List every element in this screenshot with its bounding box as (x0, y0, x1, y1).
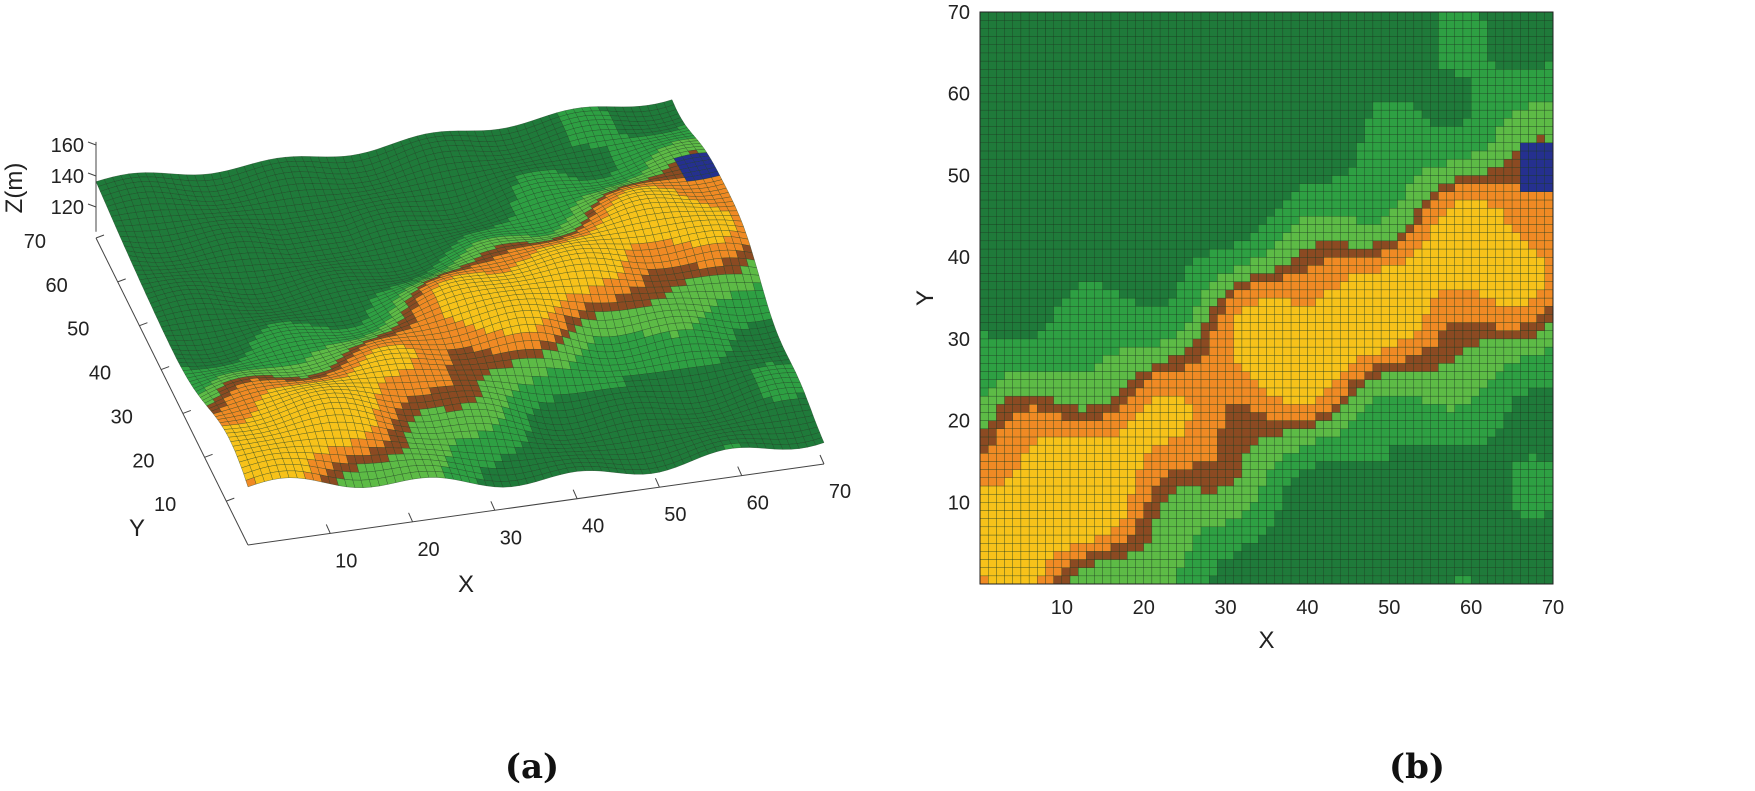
y-tick-mark (160, 366, 170, 371)
y-tick-mark (182, 409, 192, 414)
heatmap-cell (1061, 575, 1071, 585)
heatmap-cell (979, 575, 989, 585)
heatmap-cell (1192, 575, 1202, 585)
heatmap-cell (1217, 575, 1226, 585)
heatmap-cell (1307, 575, 1316, 585)
y-tick-mark (226, 497, 235, 502)
heatmap-cell (1151, 575, 1161, 585)
heatmap-cell (1405, 575, 1415, 585)
surface-mesh (95, 99, 825, 488)
heatmap-cell (1176, 575, 1185, 585)
heatmap-cell (1274, 575, 1284, 585)
z-tick-label: 120 (51, 197, 84, 219)
heatmap-cell (1159, 575, 1169, 585)
z-tick-mark (87, 172, 97, 177)
y-tick-label: 20 (132, 450, 154, 472)
z-tick-mark (87, 203, 97, 208)
x-tick-label: 10 (335, 550, 357, 572)
heatmap-cell (1200, 575, 1210, 585)
heatmap-cell (1397, 575, 1406, 585)
heatmap-cell (1094, 575, 1104, 585)
x-tick-label: 50 (664, 504, 686, 526)
heatmap-cell (988, 575, 997, 585)
y-tick-label: 70 (24, 231, 46, 253)
x-tick-mark (572, 489, 578, 499)
x-tick-mark (490, 501, 496, 511)
heatmap-cell (1004, 575, 1013, 585)
heatmap-cell (1389, 575, 1398, 585)
y-tick-label: 60 (45, 275, 67, 297)
y-tick-label: 10 (154, 494, 176, 516)
x-tick-mark (654, 477, 660, 488)
heatmap-cell (1225, 575, 1234, 585)
heatmap-cell (996, 575, 1005, 585)
x-tick-mark (408, 512, 414, 523)
x-tick-label: 70 (829, 481, 851, 503)
heatmap-cell (1282, 575, 1292, 585)
heatmap-cell (1045, 575, 1054, 585)
z-axis-label: Z(m) (1, 163, 28, 214)
heatmap-cell (1168, 575, 1177, 585)
heatmap-cell (1413, 575, 1423, 585)
heatmap-cell (1241, 575, 1251, 585)
z-tick-mark (87, 141, 97, 146)
heatmap-cell (1118, 575, 1128, 585)
heatmap-cell (1127, 575, 1136, 585)
x-tick-label: 60 (747, 493, 769, 515)
heatmap-cell (1249, 575, 1259, 585)
heatmap-cell (1012, 575, 1022, 585)
x-tick-label: 30 (500, 527, 522, 549)
y-tick-mark (117, 278, 126, 283)
y-axis-label: Y (129, 515, 145, 542)
heatmap-cell (1348, 575, 1357, 585)
surface-facet (724, 201, 736, 207)
heatmap-cell (1356, 575, 1365, 585)
x-tick-label: 40 (582, 516, 604, 538)
y-tick-label: 50 (67, 319, 89, 341)
heatmap-cell (1069, 575, 1079, 585)
x-tick-label: 20 (417, 539, 439, 561)
heatmap-cell (1037, 575, 1046, 585)
heatmap-cell (1266, 575, 1275, 585)
x-tick-mark (325, 524, 331, 534)
heatmap-cell (1135, 575, 1144, 585)
heatmap-cell (1233, 575, 1243, 585)
heatmap-cell (1315, 575, 1325, 585)
heatmap-cell (1086, 575, 1095, 585)
z-tick-label: 160 (51, 135, 84, 157)
heatmap-cell (1053, 575, 1063, 585)
heatmap-cell (1339, 575, 1349, 585)
heatmap-cells (979, 11, 1554, 585)
x-tick-mark (737, 466, 743, 476)
y-tick-mark (95, 234, 105, 239)
heatmap-cell (1299, 575, 1308, 585)
heatmap-cell (1020, 575, 1030, 585)
heatmap-cell (1258, 575, 1267, 585)
panel-a-surface-chart: 1020304050607010203040506070120140160XYZ… (1, 99, 851, 598)
heatmap-cell (1143, 575, 1153, 585)
heatmap-cell (1078, 575, 1087, 585)
heatmap-cell (1323, 575, 1333, 585)
x-axis-label: X (458, 571, 474, 598)
x-tick-mark (819, 454, 825, 465)
y-tick-label: 30 (111, 406, 133, 428)
heatmap-cell (1372, 575, 1382, 585)
heatmap-cell (1380, 575, 1390, 585)
z-tick-label: 140 (51, 166, 84, 188)
heatmap-cell (1102, 575, 1112, 585)
heatmap-cell (1209, 575, 1218, 585)
heatmap-cell (1364, 575, 1374, 585)
heatmap-cell (1290, 575, 1300, 585)
heatmap-cell (1028, 575, 1038, 585)
heatmap-cell (1184, 575, 1194, 585)
heatmap-cell (1331, 575, 1341, 585)
y-tick-mark (204, 453, 213, 458)
heatmap-cell (1110, 575, 1120, 585)
y-tick-mark (139, 322, 148, 327)
y-tick-label: 40 (89, 363, 111, 385)
